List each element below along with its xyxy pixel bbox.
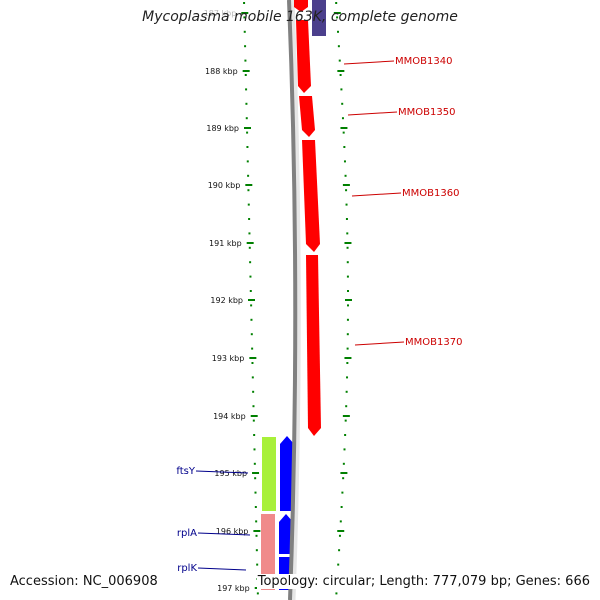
kbp-label: 188 kbp xyxy=(205,67,238,76)
gene-pink[interactable] xyxy=(261,514,275,590)
gene-red-top[interactable] xyxy=(294,0,308,12)
gene-MMOB1350-arrow[interactable] xyxy=(299,96,315,137)
right-scale-ticks xyxy=(335,2,349,595)
gene-leader-line xyxy=(347,111,398,116)
gene-track-left xyxy=(261,436,294,590)
gene-label[interactable]: rplK xyxy=(177,563,197,574)
gene-label[interactable]: MMOB1340 xyxy=(395,56,452,67)
kbp-label: 192 kbp xyxy=(210,296,243,305)
kbp-label: 193 kbp xyxy=(212,354,245,363)
genome-backbone-line xyxy=(287,0,298,600)
gene-track-right xyxy=(294,0,326,436)
gene-label[interactable]: rplA xyxy=(177,528,197,539)
kbp-label: 189 kbp xyxy=(206,124,239,133)
gene-leader-line xyxy=(197,567,247,571)
kbp-label: 190 kbp xyxy=(208,181,241,190)
left-scale-ticks xyxy=(243,2,259,595)
gene-lime[interactable] xyxy=(262,437,276,511)
kbp-label: 197 kbp xyxy=(217,584,250,593)
gene-leader-line xyxy=(195,470,249,474)
gene-leader-line xyxy=(197,532,251,536)
gene-label[interactable]: MMOB1370 xyxy=(405,337,462,348)
gene-rplA-arrow[interactable] xyxy=(279,514,293,554)
gene-leader-line xyxy=(351,192,402,197)
gene-MMOB1340-arrow[interactable] xyxy=(296,20,311,93)
accession-label: Accession: NC_006908 xyxy=(9,574,159,589)
kbp-label: 196 kbp xyxy=(216,527,249,536)
gene-ftsY-arrow[interactable] xyxy=(280,436,294,511)
gene-MMOB1370-arrow[interactable] xyxy=(306,255,321,436)
kbp-label: 194 kbp xyxy=(213,412,246,421)
kbp-label: 187 kbp xyxy=(204,9,237,18)
map-title: Mycoplasma mobile 163K, complete genome xyxy=(142,9,458,25)
kbp-labels: 187 kbp 188 kbp 189 kbp 190 kbp 191 kbp 192 k… xyxy=(204,9,352,593)
gene-leader-line xyxy=(343,60,395,65)
gene-leader-line xyxy=(354,341,405,346)
gene-purple[interactable] xyxy=(312,0,326,36)
gene-label[interactable]: MMOB1360 xyxy=(402,188,459,199)
gene-labels: MMOB1340 MMOB1350 MMOB1360 MMOB1370 ftsY rplA… xyxy=(176,56,462,574)
gene-MMOB1360-arrow[interactable] xyxy=(302,140,320,252)
kbp-label: 191 kbp xyxy=(209,239,242,248)
kbp-label: 195 kbp xyxy=(214,469,247,478)
gene-label[interactable]: MMOB1350 xyxy=(398,107,455,118)
genome-stats: Topology: circular; Length: 777,079 bp; … xyxy=(256,574,591,589)
gene-label[interactable]: ftsY xyxy=(176,466,195,477)
